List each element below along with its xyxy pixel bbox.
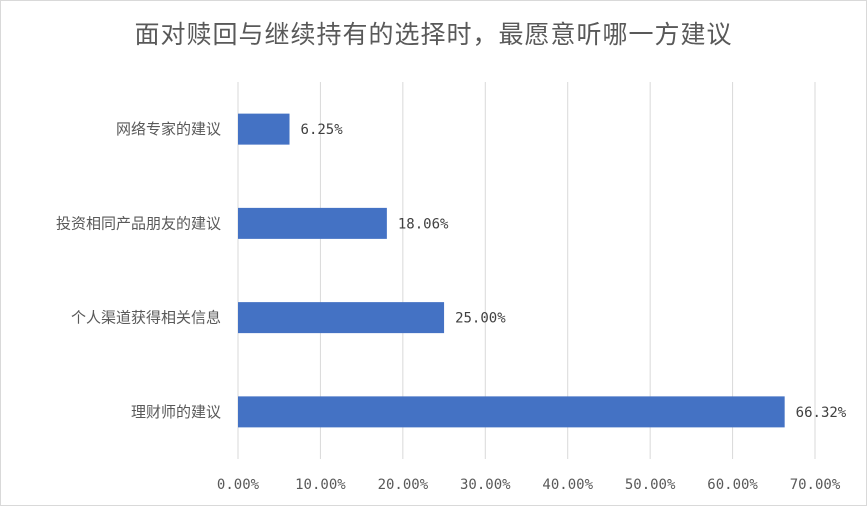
x-tick-label: 70.00% [790,477,841,493]
category-label: 个人渠道获得相关信息 [71,309,221,327]
data-label: 18.06% [398,216,449,232]
x-tick-label: 30.00% [460,477,511,493]
bar [238,207,387,239]
chart-title: 面对赎回与继续持有的选择时，最愿意听哪一方建议 [134,20,733,49]
x-tick-label: 60.00% [707,477,758,493]
x-tick-label: 20.00% [378,477,429,493]
x-tick-label: 10.00% [295,477,346,493]
data-label: 66.32% [796,405,847,421]
category-label: 理财师的建议 [131,403,221,421]
bar [238,396,785,428]
data-label: 6.25% [301,122,344,138]
x-tick-label: 50.00% [625,477,676,493]
x-tick-label: 40.00% [542,477,593,493]
category-label: 投资相同产品朋友的建议 [56,214,221,232]
bar [238,302,445,334]
x-tick-label: 0.00% [217,477,260,493]
category-label: 网络专家的建议 [116,120,221,138]
data-label: 25.00% [455,311,506,327]
bar [238,113,290,145]
